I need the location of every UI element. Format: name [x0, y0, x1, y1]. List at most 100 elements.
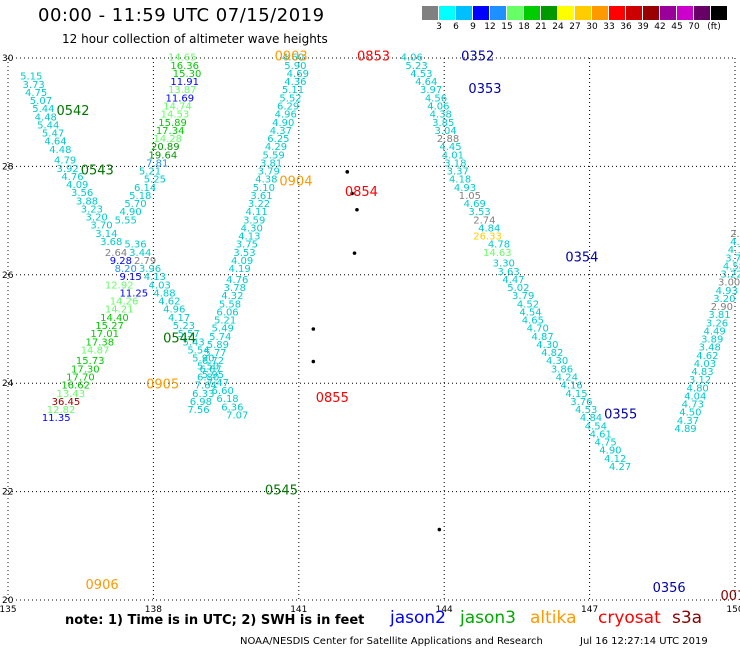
y-tick-label: 30	[2, 54, 14, 64]
legend-cryosat: cryosat	[598, 608, 661, 628]
wave-height-value: 4.50	[679, 408, 701, 419]
wave-height-value: 4.16	[561, 381, 583, 392]
wave-height-value: 6.18	[216, 394, 238, 405]
scale-swatch	[473, 6, 489, 20]
scale-unit: (ft)	[707, 22, 721, 32]
wave-height-value: 4.76	[61, 172, 83, 183]
wave-height-value: 4.89	[674, 424, 696, 435]
wave-height-value: 6.25	[267, 134, 289, 145]
wave-height-value: 14.40	[100, 313, 129, 324]
wave-height-value: 3.96	[139, 264, 161, 275]
wave-height-value: 3.78	[224, 283, 246, 294]
wave-height-value: 3.20	[86, 213, 108, 224]
wave-height-value: 4.38	[255, 175, 277, 186]
wave-height-value: 4.90	[272, 118, 294, 129]
wave-height-value: 4.53	[410, 69, 432, 80]
wave-height-value: 4.93	[454, 183, 476, 194]
footer-source: NOAA/NESDIS Center for Satellite Applica…	[240, 636, 543, 647]
scale-label: 9	[470, 22, 476, 32]
scale-label: 27	[569, 22, 581, 32]
wave-height-value: 5.43	[182, 337, 204, 348]
wave-height-value: 4.52	[517, 299, 539, 310]
wave-height-value: 3.56	[71, 188, 93, 199]
wave-height-value: 4.27	[609, 462, 631, 473]
wave-height-value: 9.28	[110, 256, 132, 267]
wave-height-value: 8.20	[115, 264, 137, 275]
x-tick-label: 135	[0, 605, 17, 615]
pass-time-label: 0543	[81, 164, 114, 179]
scale-swatch	[422, 6, 438, 20]
wave-height-value: 14.26	[110, 297, 139, 308]
scale-swatch	[711, 6, 727, 20]
wave-height-value: 4.58	[723, 261, 740, 272]
wave-height-value: 4.19	[229, 264, 251, 275]
wave-height-value: 5.74	[209, 332, 231, 343]
wave-height-value: 11.25	[119, 288, 148, 299]
scale-swatch	[439, 6, 455, 20]
wave-height-value: 4.17	[168, 313, 190, 324]
scale-label: 18	[518, 22, 530, 32]
wave-height-value: 4.3	[730, 237, 740, 248]
wave-height-value: 4.09	[66, 180, 88, 191]
wave-height-value: 14.63	[483, 248, 512, 259]
wave-height-value: 20.89	[151, 142, 180, 153]
wave-height-value: 4.45	[439, 142, 461, 153]
scale-label: 70	[688, 22, 700, 32]
wave-height-value: 3.48	[699, 343, 721, 354]
wave-height-value: 4.73	[682, 400, 704, 411]
wave-height-value: 6.60	[212, 386, 234, 397]
pass-time-label: 0353	[468, 82, 501, 97]
wave-height-value: 4.30	[536, 340, 558, 351]
wave-height-value: 4.18	[449, 175, 471, 186]
wave-height-value: 6.80	[197, 372, 219, 383]
wave-height-value: 6.06	[216, 307, 238, 318]
wave-height-value: 14.21	[105, 305, 134, 316]
wave-height-value: 4.11	[728, 245, 740, 256]
scale-label: 36	[620, 22, 632, 32]
island-marker	[350, 191, 354, 196]
pass-time-label: 0354	[565, 250, 598, 265]
wave-height-value: 4.15	[565, 389, 587, 400]
y-tick-label: 22	[2, 488, 13, 498]
wave-height-value: 6.72	[202, 356, 224, 367]
wave-height-value: 17.30	[71, 364, 100, 375]
wave-height-value: 6.29	[277, 101, 299, 112]
wave-height-value: 4.30	[546, 356, 568, 367]
page-subtitle: 12 hour collection of altimeter wave hei…	[62, 32, 328, 46]
scale-label: 42	[654, 22, 666, 32]
wave-height-value: 4.84	[478, 223, 500, 234]
wave-height-value: 4.75	[25, 88, 47, 99]
wave-height-value: 3.81	[708, 310, 730, 321]
wave-height-value: 12.82	[47, 405, 76, 416]
wave-height-value: 6.98	[190, 397, 212, 408]
wave-height-value: 4.38	[430, 110, 452, 121]
scale-label: 33	[603, 22, 615, 32]
wave-height-value: 19.64	[149, 150, 178, 161]
pass-time-label: 0853	[357, 50, 390, 65]
pass-time-label: 0905	[146, 378, 179, 393]
scale-label: 45	[671, 22, 683, 32]
wave-height-value: 3.53	[468, 207, 490, 218]
wave-height-value: 4.54	[519, 307, 541, 318]
wave-height-value: 3.20	[713, 294, 735, 305]
pass-time-label: 0355	[604, 407, 637, 422]
wave-height-value: 4.12	[604, 454, 626, 465]
wave-height-value: 4.83	[691, 367, 713, 378]
wave-height-value: 4.82	[541, 348, 563, 359]
wave-height-value: 4.01	[442, 150, 464, 161]
wave-height-value: 2.64	[105, 248, 127, 259]
legend-altika: altika	[530, 608, 577, 628]
wave-height-value: 3.97	[420, 85, 442, 96]
pass-time-label: 0019	[720, 589, 740, 604]
wave-height-value: 4.88	[153, 288, 175, 299]
scale-swatch	[694, 6, 710, 20]
wave-height-value: 4.64	[44, 137, 66, 148]
scale-swatch	[507, 6, 523, 20]
wave-height-value: 15.30	[173, 69, 202, 80]
wave-height-value: 4.03	[149, 280, 171, 291]
x-tick-label: 144	[436, 605, 453, 615]
wave-height-value: 2.90	[711, 302, 733, 313]
island-marker	[437, 527, 442, 532]
x-tick-label: 147	[581, 605, 598, 615]
